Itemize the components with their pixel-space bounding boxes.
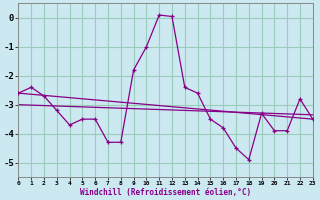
X-axis label: Windchill (Refroidissement éolien,°C): Windchill (Refroidissement éolien,°C) [80,188,251,197]
